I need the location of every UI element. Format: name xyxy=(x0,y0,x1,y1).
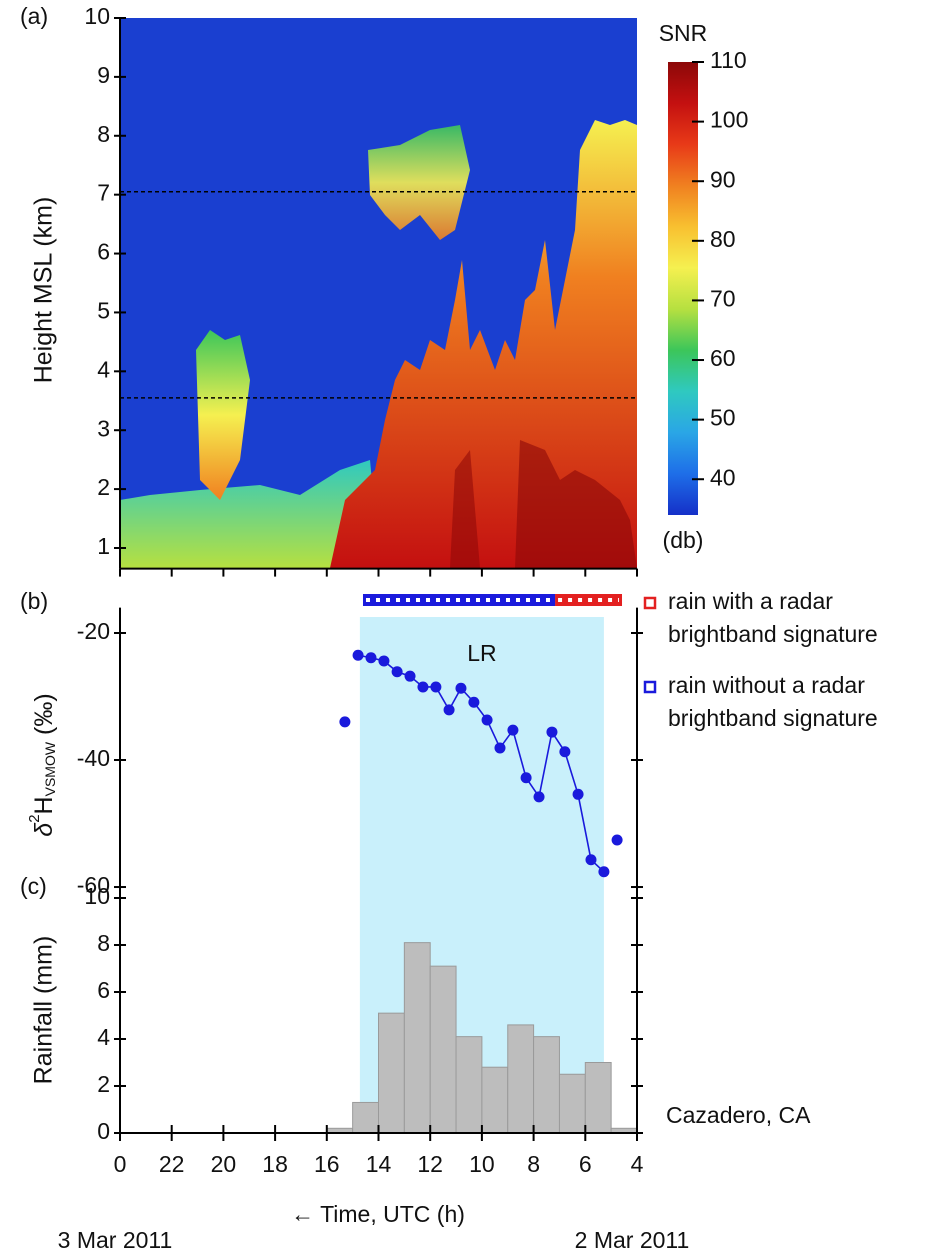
colorbar-tick-label: 40 xyxy=(710,464,736,490)
x-tick-label: 18 xyxy=(262,1151,288,1177)
x-tick-label: 4 xyxy=(631,1151,644,1177)
data-point xyxy=(417,681,429,693)
y-tick-label: -60 xyxy=(77,872,110,898)
bar xyxy=(584,1062,612,1134)
bar xyxy=(481,1066,509,1134)
data-point xyxy=(339,716,351,728)
x-tick-label: 14 xyxy=(366,1151,392,1177)
y-label-part: (‰) xyxy=(30,693,58,742)
panel-label: (c) xyxy=(20,873,47,899)
y-tick-label: 8 xyxy=(97,930,110,956)
data-point xyxy=(598,866,610,878)
colorbar-tick-label: 100 xyxy=(710,107,748,133)
x-tick-label: 6 xyxy=(579,1151,592,1177)
bar xyxy=(558,1073,586,1134)
date-label: 2 Mar 2011 xyxy=(575,1227,690,1253)
legend-text: brightband signature xyxy=(668,621,878,647)
bar xyxy=(352,1101,379,1134)
data-point xyxy=(611,834,623,846)
legend-swatch xyxy=(643,680,657,694)
data-point xyxy=(533,791,545,803)
data-point xyxy=(546,726,558,738)
bar xyxy=(378,1012,405,1134)
data-point xyxy=(391,666,403,678)
colorbar-tick-label: 50 xyxy=(710,405,736,431)
bar xyxy=(455,1036,483,1134)
legend-swatch xyxy=(643,596,657,610)
colorbar-tick-label: 70 xyxy=(710,285,736,311)
data-point xyxy=(468,696,480,708)
y-tick-label: 0 xyxy=(97,1118,110,1144)
panel-label: (a) xyxy=(20,3,48,29)
region-label: LR xyxy=(467,640,496,666)
y-tick-label: 2 xyxy=(97,1071,110,1097)
x-tick-label: 20 xyxy=(211,1151,237,1177)
data-point xyxy=(455,682,467,694)
data-point xyxy=(585,854,597,866)
y-tick-label: 10 xyxy=(84,883,110,909)
y-axis-label: Height MSL (km) xyxy=(30,197,58,384)
x-tick-label: 16 xyxy=(314,1151,340,1177)
y-tick-label: -40 xyxy=(77,745,110,771)
y-axis-label: δ2HVSMOW (‰) xyxy=(26,693,58,836)
x-axis-label: ← Time, UTC (h) xyxy=(291,1201,465,1227)
bar xyxy=(533,1036,560,1134)
data-point xyxy=(481,714,493,726)
y-tick-label: 6 xyxy=(97,977,110,1003)
y-tick-label: 2 xyxy=(97,474,110,500)
data-point xyxy=(520,772,532,784)
y-tick-label: 8 xyxy=(97,121,110,147)
bar xyxy=(429,965,457,1134)
y-tick-label: 6 xyxy=(97,239,110,265)
data-point xyxy=(404,670,416,682)
x-tick-label: 0 xyxy=(114,1151,127,1177)
colorbar-tick-label: 90 xyxy=(710,166,736,192)
colorbar-tick-label: 80 xyxy=(710,226,736,252)
bar xyxy=(507,1024,535,1134)
colorbar-tick-label: 110 xyxy=(710,47,747,73)
y-label-part: 2 xyxy=(26,814,43,822)
data-point xyxy=(430,681,442,693)
y-tick-label: 1 xyxy=(97,533,110,559)
colorbar-title: SNR xyxy=(659,20,708,46)
annotation: Cazadero, CA xyxy=(666,1102,811,1128)
data-point xyxy=(443,704,455,716)
x-tick-label: 10 xyxy=(469,1151,495,1177)
data-point xyxy=(365,652,377,664)
y-tick-label: 9 xyxy=(97,62,110,88)
bar xyxy=(403,942,431,1134)
legend-text: rain without a radar xyxy=(668,672,865,698)
data-point xyxy=(559,746,571,758)
y-tick-label: 7 xyxy=(97,180,110,206)
x-tick-label: 22 xyxy=(159,1151,185,1177)
radar-image xyxy=(120,18,637,568)
y-tick-label: -20 xyxy=(77,618,110,644)
panel-label: (b) xyxy=(20,588,48,614)
y-label-part: δ xyxy=(30,822,58,837)
y-tick-label: 4 xyxy=(97,356,110,382)
y-tick-label: 3 xyxy=(97,415,110,441)
y-tick-label: 10 xyxy=(84,3,110,29)
colorbar-tick-label: 60 xyxy=(710,345,736,371)
y-label-part: VSMOW xyxy=(42,741,58,796)
y-tick-label: 4 xyxy=(97,1024,110,1050)
colorbar-unit: (db) xyxy=(663,527,704,553)
x-tick-label: 8 xyxy=(527,1151,540,1177)
y-tick-label: 5 xyxy=(97,298,110,324)
date-label: 3 Mar 2011 xyxy=(58,1227,173,1253)
data-point xyxy=(378,655,390,667)
data-point xyxy=(352,649,364,661)
data-point xyxy=(494,742,506,754)
y-label-part: H xyxy=(30,796,58,814)
data-point xyxy=(572,788,584,800)
y-axis-label: Rainfall (mm) xyxy=(30,936,58,1085)
legend-text: rain with a radar xyxy=(668,588,833,614)
legend-text: brightband signature xyxy=(668,705,878,731)
x-tick-label: 12 xyxy=(417,1151,443,1177)
colorbar xyxy=(668,62,698,515)
data-point xyxy=(507,724,519,736)
